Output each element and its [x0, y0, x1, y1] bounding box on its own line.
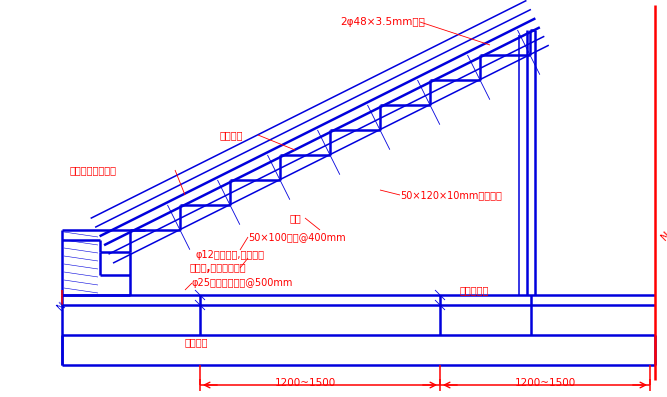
Text: N: N — [659, 229, 667, 242]
Text: φ12对拉螺杆,每隔一步: φ12对拉螺杆,每隔一步 — [195, 250, 264, 260]
Text: N: N — [55, 300, 67, 312]
Text: 50×100木方@400mm: 50×100木方@400mm — [248, 232, 346, 242]
Text: 设一层,横向设置方向: 设一层,横向设置方向 — [190, 263, 247, 273]
Text: 钢管立杆: 钢管立杆 — [185, 337, 209, 347]
Text: 钢管水平杆: 钢管水平杆 — [460, 285, 490, 295]
Text: 2φ48×3.5mm钢管: 2φ48×3.5mm钢管 — [340, 17, 425, 27]
Text: 七夹模板: 七夹模板 — [220, 130, 243, 140]
Text: 1200~1500: 1200~1500 — [274, 378, 336, 388]
Text: 1200~1500: 1200~1500 — [514, 378, 576, 388]
Text: 脚模固（成平台）: 脚模固（成平台） — [70, 165, 117, 175]
Text: 50×120×10mm钢板夹片: 50×120×10mm钢板夹片 — [400, 190, 502, 200]
Text: 横梁: 横梁 — [290, 213, 301, 223]
Text: φ25顶垂横钢铣头@500mm: φ25顶垂横钢铣头@500mm — [192, 278, 293, 288]
